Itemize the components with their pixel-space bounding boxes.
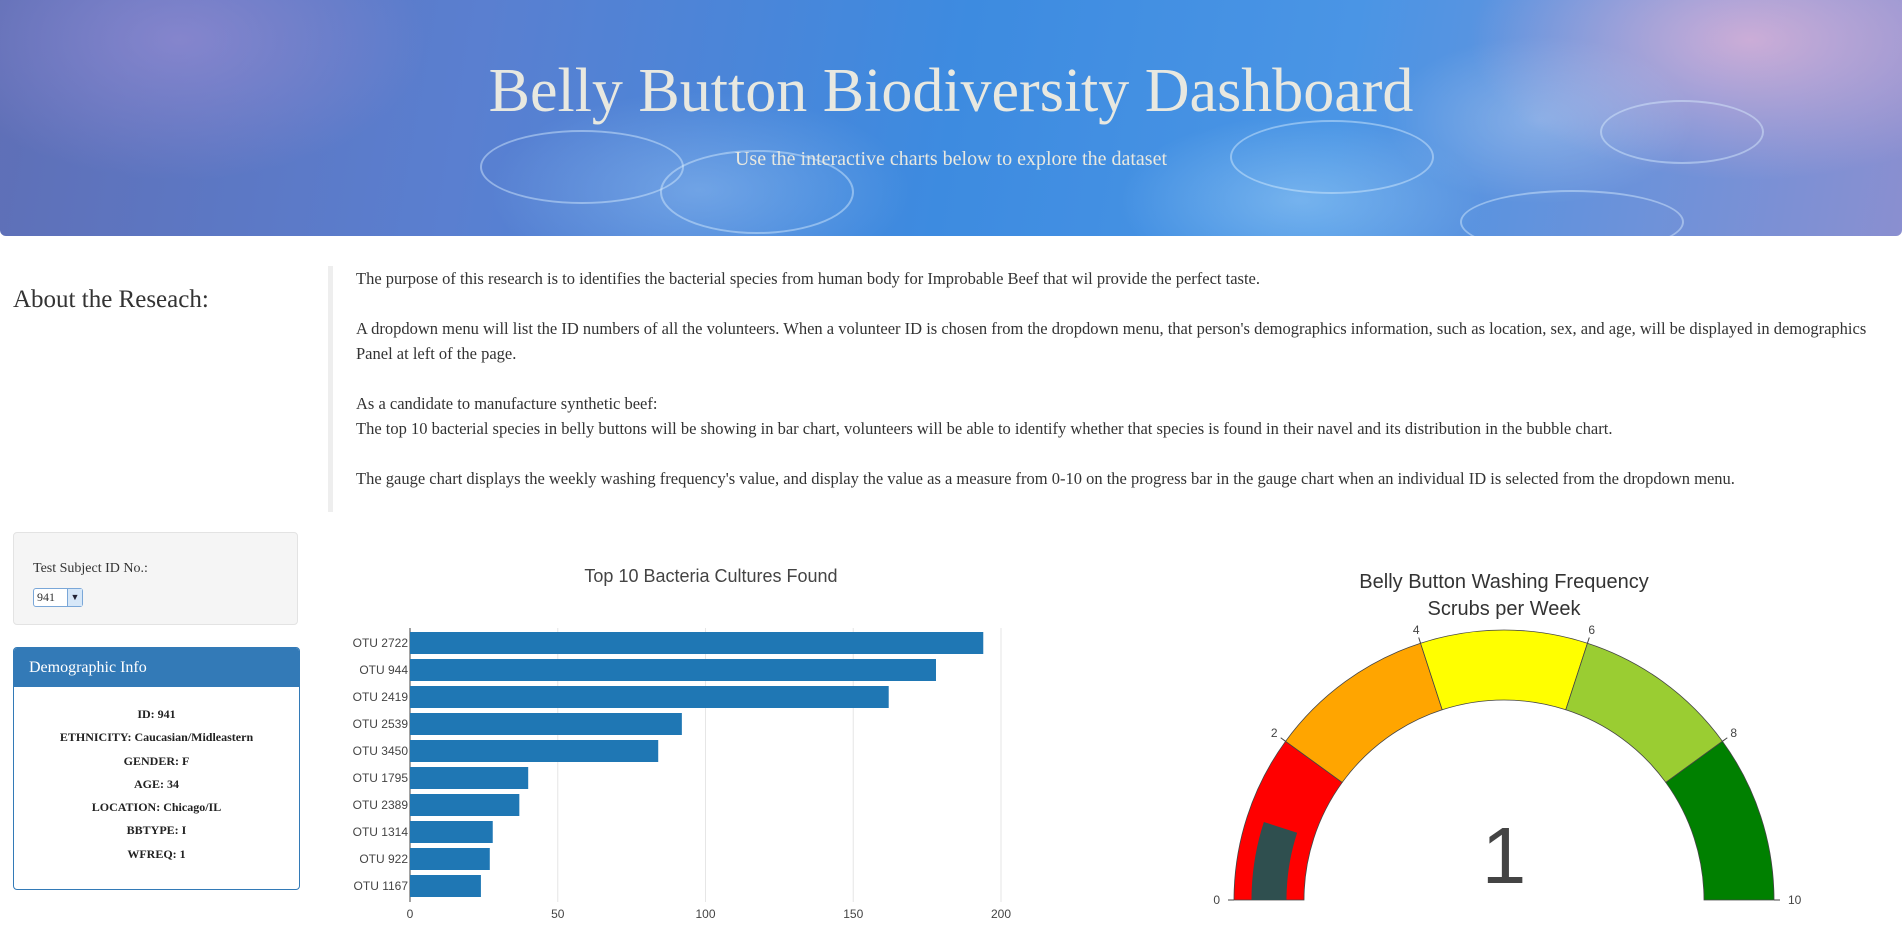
demographic-panel: Demographic Info ID: 941 ETHNICITY: Cauc… [13,647,300,890]
about-paragraph-barchart: The top 10 bacterial species in belly bu… [356,419,1613,438]
gauge-tick-label: 2 [1271,726,1278,740]
gauge-tick [1418,637,1422,644]
subject-selector-panel: Test Subject ID No.: 941 ▼ [13,532,298,625]
bar-x-tick-label: 200 [991,907,1011,921]
bar-y-tick-label: OTU 2722 [353,636,409,650]
gauge-tick [1280,737,1286,742]
bar-mark[interactable] [410,659,936,681]
about-paragraph-purpose: The purpose of this research is to ident… [356,269,1260,288]
bar-y-tick-label: OTU 3450 [353,744,409,758]
test-tube-decoration [1600,100,1764,164]
demographic-panel-title: Demographic Info [14,648,299,687]
chevron-down-icon[interactable]: ▼ [67,589,82,606]
bar-x-tick-label: 100 [695,907,715,921]
bar-mark[interactable] [410,821,493,843]
gauge-chart[interactable]: Belly Button Washing Frequency Scrubs pe… [1180,555,1840,925]
header-banner: Belly Button Biodiversity Dashboard Use … [0,0,1902,236]
bar-x-tick-label: 50 [551,907,565,921]
bar-y-tick-label: OTU 2389 [353,798,409,812]
gauge-tick-label: 6 [1588,623,1595,637]
bar-y-tick-label: OTU 1167 [354,879,409,893]
bar-mark[interactable] [410,686,889,708]
test-tube-decoration [1460,190,1684,236]
demographic-ethnicity: ETHNICITY: Caucasian/Midleastern [59,730,254,745]
bar-mark[interactable] [410,713,682,735]
page-subtitle: Use the interactive charts below to expl… [734,148,1168,170]
gauge-tick-label: 10 [1788,893,1802,907]
demographic-gender: GENDER: F [123,753,190,768]
bar-x-tick-label: 0 [407,907,414,921]
subject-id-label: Test Subject ID No.: [33,561,148,576]
test-tube-decoration [660,150,854,234]
gauge-tick-label: 0 [1213,893,1220,907]
demographic-id: ID: 941 [137,707,176,721]
bar-y-tick-label: OTU 2539 [353,717,409,731]
bar-y-tick-label: OTU 944 [359,663,408,677]
gauge-step [1420,629,1588,711]
demographic-wfreq: WFREQ: 1 [127,846,186,861]
demographic-bbtype: BBTYPE: I [126,823,187,838]
bar-y-tick-label: OTU 1314 [353,825,409,839]
bar-mark[interactable] [410,875,481,897]
bar-chart[interactable]: Top 10 Bacteria Cultures Found OTU 2722 O… [330,550,1050,930]
gauge-tick-label: 8 [1730,726,1737,740]
subject-id-selected-value: 941 [37,590,55,604]
bar-mark[interactable] [410,740,659,762]
gauge-tick [1586,637,1590,644]
gauge-tick [1722,737,1728,742]
subject-id-dropdown[interactable]: 941 ▼ [33,588,83,607]
bar-mark[interactable] [410,794,520,816]
about-paragraph-candidate: As a candidate to manufacture synthetic … [356,394,658,413]
about-heading: About the Reseach: [13,286,209,313]
bar-x-tick-label: 150 [843,907,863,921]
demographic-age: AGE: 34 [134,776,179,791]
demographic-panel-body: ID: 941 ETHNICITY: Caucasian/Midleastern… [14,687,299,870]
about-paragraph-dropdown: A dropdown menu will list the ID numbers… [356,319,1867,363]
bar-mark[interactable] [410,632,984,654]
gauge-value: 1 [1482,811,1527,900]
bar-y-tick-label: OTU 922 [359,852,408,866]
gauge-value-bar [1251,821,1298,900]
about-paragraph-gauge: The gauge chart displays the weekly wash… [356,469,1735,488]
bar-mark[interactable] [410,848,490,870]
bar-y-tick-label: OTU 1795 [353,771,409,785]
bar-chart-title: Top 10 Bacteria Cultures Found [584,566,837,586]
test-tube-decoration [1230,120,1434,194]
page-title: Belly Button Biodiversity Dashboard [488,57,1414,125]
gauge-subtitle: Scrubs per Week [1427,598,1581,620]
bar-mark[interactable] [410,767,529,789]
bar-y-tick-label: OTU 2419 [353,690,409,704]
demographic-location: LOCATION: Chicago/IL [91,800,222,815]
about-description: The purpose of this research is to ident… [328,266,1896,512]
gauge-title: Belly Button Washing Frequency [1359,571,1648,593]
gauge-tick-label: 4 [1413,623,1420,637]
